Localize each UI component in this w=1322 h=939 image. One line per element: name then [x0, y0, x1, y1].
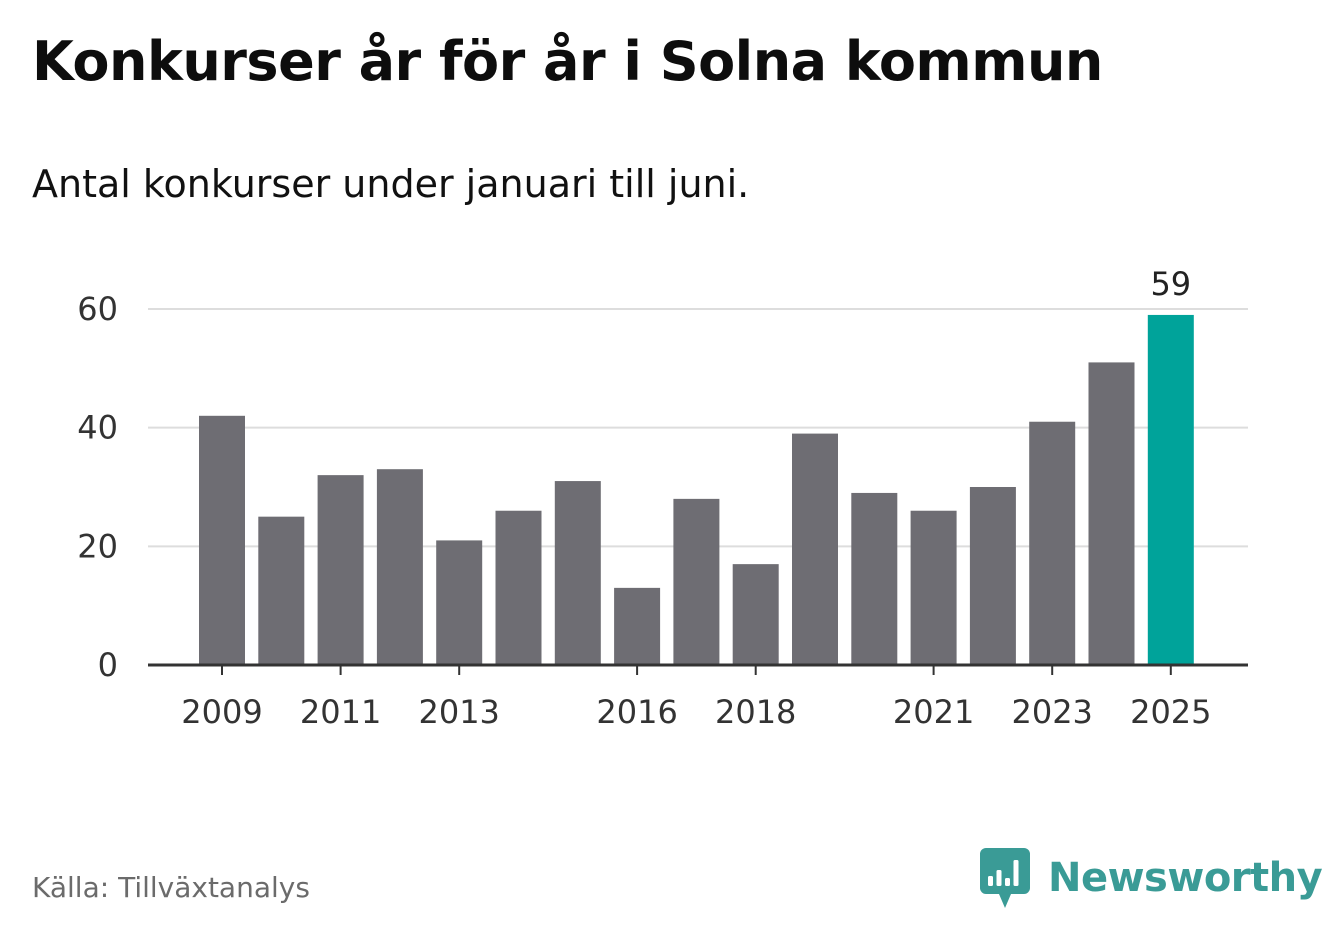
y-tick-label: 0	[98, 646, 118, 684]
bar-2024	[1088, 362, 1135, 665]
bar-2021	[910, 510, 957, 665]
x-tick-label: 2009	[181, 693, 262, 731]
bar-chart: 0 20 40 60 2009 2011 2013 2016 2018 2021 2023 2025 5…	[77, 265, 1248, 731]
bar-2015	[554, 481, 601, 665]
y-tick-label: 40	[77, 409, 118, 447]
brand-name: Newsworthy	[1048, 855, 1322, 901]
source-note: Källa: Tillväxtanalys	[32, 871, 310, 904]
bar-2014	[495, 510, 542, 665]
bar-2023	[1029, 421, 1076, 665]
bar-2017	[673, 498, 720, 665]
bar-2019	[792, 433, 838, 665]
x-tick-label: 2013	[418, 693, 499, 731]
chart-title: Konkurser år för år i Solna kommun	[32, 30, 1103, 93]
bar-2022	[969, 487, 1016, 665]
x-tick-label: 2023	[1011, 693, 1092, 731]
y-tick-label: 20	[77, 527, 118, 565]
bar-2016	[614, 587, 661, 665]
bar-2011	[317, 475, 364, 665]
x-tick-label: 2011	[300, 693, 381, 731]
x-tick-label: 2018	[715, 693, 796, 731]
bar-2013	[436, 540, 483, 665]
brand: Newsworthy	[980, 848, 1322, 908]
bar-2012	[376, 469, 423, 665]
bar-2025	[1147, 314, 1194, 665]
newsworthy-logo-icon	[980, 848, 1030, 908]
y-tick-label: 60	[77, 290, 118, 328]
chart-subtitle: Antal konkurser under januari till juni.	[32, 162, 750, 206]
bar-2009	[199, 415, 245, 665]
bar-2018	[732, 564, 779, 665]
bar-2020	[851, 492, 898, 665]
x-tick-label: 2025	[1130, 693, 1211, 731]
bar-2010	[258, 516, 305, 665]
x-tick-label: 2016	[596, 693, 677, 731]
data-label: 59	[1150, 265, 1191, 303]
x-tick-label: 2021	[893, 693, 974, 731]
